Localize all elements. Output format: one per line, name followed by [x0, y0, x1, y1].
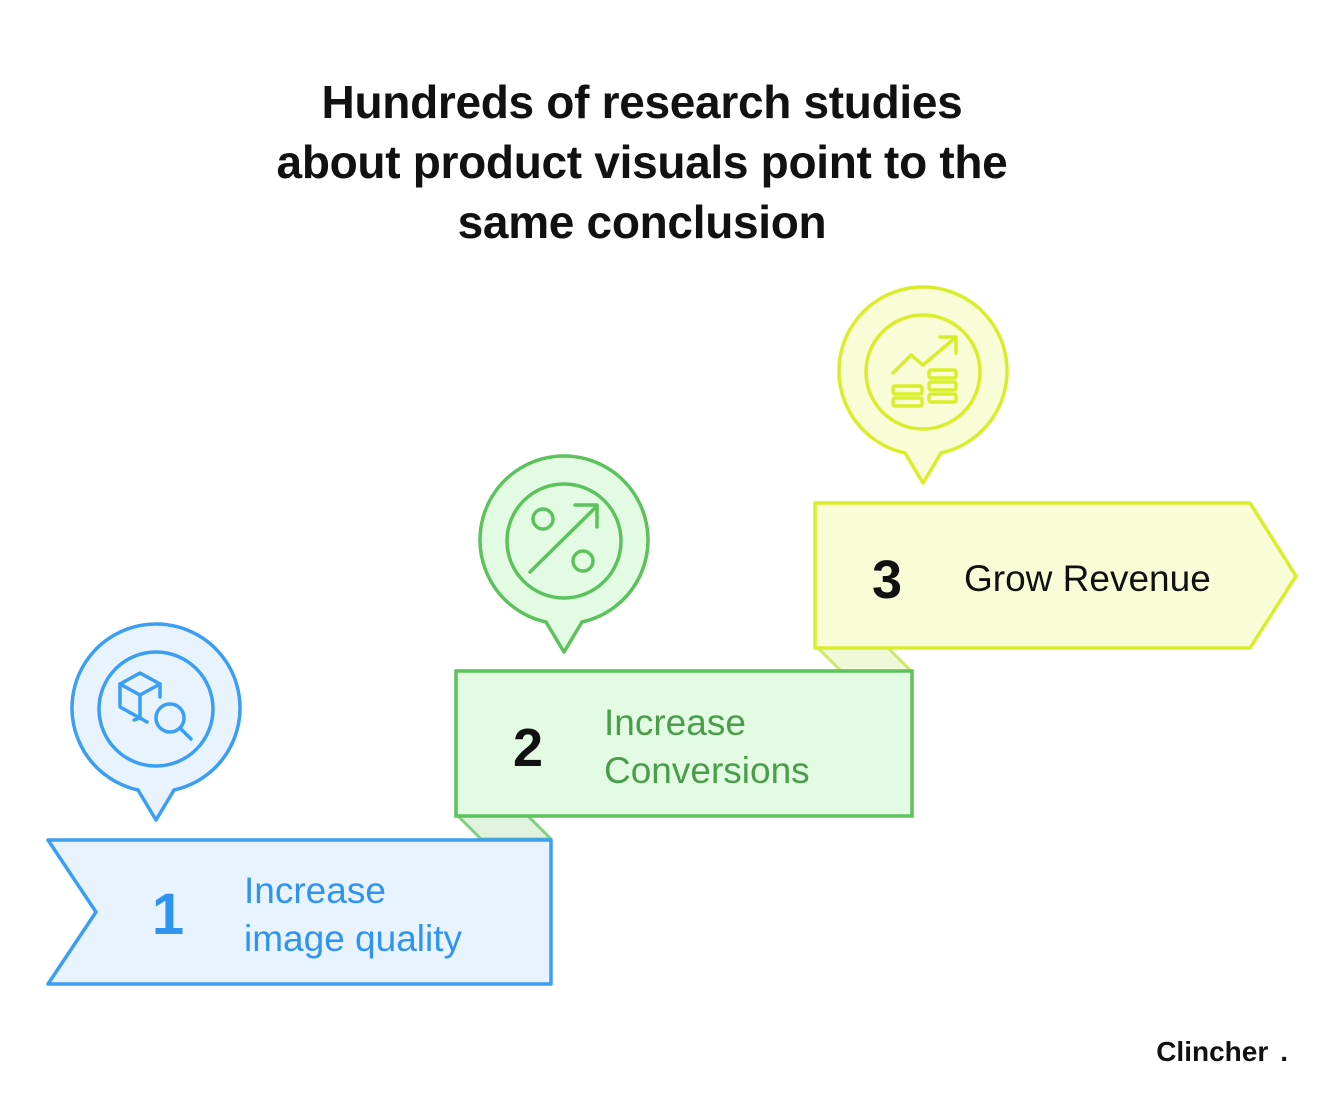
- page-title: Hundreds of research studies about produ…: [172, 72, 1112, 252]
- step-1-pin: [70, 622, 242, 822]
- step-3-pin: [837, 285, 1009, 485]
- title-line-1: Hundreds of research studies: [321, 76, 963, 128]
- step-2-connector: [456, 814, 553, 841]
- percent-up-icon: [528, 503, 599, 574]
- step-2-label-line-1: Increase: [604, 702, 746, 743]
- step-1: 1 Increase image quality: [46, 622, 553, 986]
- box-search-icon: [118, 671, 193, 741]
- step-3-label: Grow Revenue: [964, 558, 1211, 599]
- brand-name: Clincher: [1156, 1036, 1269, 1067]
- step-3-connector: [816, 646, 913, 673]
- step-3-number: 3: [872, 550, 902, 610]
- step-3: 3 Grow Revenue: [813, 285, 1298, 673]
- step-1-label-line-2: image quality: [244, 918, 463, 959]
- coins-growth-icon: [891, 335, 958, 408]
- brand-logo: Clincher.: [1156, 1036, 1288, 1068]
- step-2-box: [454, 669, 914, 818]
- step-2: 2 Increase Conversions: [454, 454, 914, 841]
- step-2-number: 2: [513, 718, 543, 778]
- brand-dot: .: [1280, 1036, 1288, 1067]
- step-1-label-line-1: Increase: [244, 870, 386, 911]
- title-line-3: same conclusion: [457, 196, 827, 248]
- step-2-pin: [478, 454, 650, 654]
- step-2-label-line-2: Conversions: [604, 750, 810, 791]
- title-line-2: about product visuals point to the: [276, 136, 1008, 188]
- step-3-box: [813, 501, 1298, 650]
- step-1-box: [46, 838, 553, 986]
- step-1-number: 1: [152, 882, 184, 947]
